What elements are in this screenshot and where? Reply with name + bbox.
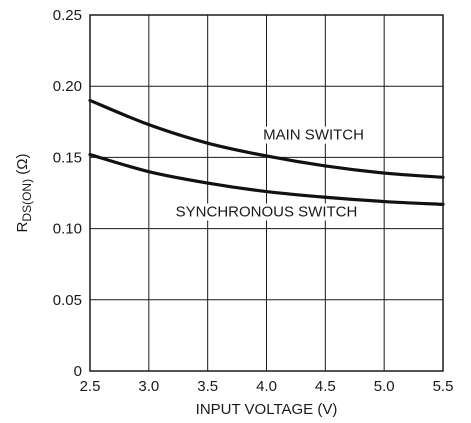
series-line-synchronous-switch — [88, 152, 445, 206]
x-tick-label: 5.5 — [433, 378, 454, 395]
y-tick-label: 0 — [74, 363, 82, 380]
x-tick-label: 4.5 — [315, 378, 336, 395]
y-tick-label: 0.15 — [53, 149, 82, 166]
series-line-main-switch — [88, 98, 445, 179]
x-axis-title: INPUT VOLTAGE (V) — [196, 401, 338, 418]
y-tick-label: 0.25 — [53, 7, 82, 24]
y-axis-title: RDS(ON) (Ω) — [14, 154, 34, 233]
series-label-main-switch: MAIN SWITCH — [263, 127, 364, 144]
y-tick-label: 0.20 — [53, 78, 82, 95]
y-tick-label: 0.05 — [53, 292, 82, 309]
y-axis-title-unit: (Ω) — [14, 154, 31, 179]
y-tick-label: 0.10 — [53, 221, 82, 238]
labels-layer: MAIN SWITCH SYNCHRONOUS SWITCH — [172, 126, 367, 221]
series-label-synchronous-switch: SYNCHRONOUS SWITCH — [176, 203, 358, 220]
x-tick-label: 2.5 — [80, 378, 101, 395]
grid — [90, 15, 443, 371]
series-label-backing — [260, 126, 367, 144]
y-tick-labels: 0 0.05 0.10 0.15 0.20 0.25 — [53, 7, 82, 380]
y-axis-title-subscript: DS(ON) — [20, 179, 34, 222]
x-tick-label: 3.5 — [197, 378, 218, 395]
series-label-backing — [172, 203, 361, 221]
x-tick-label: 4.0 — [256, 378, 277, 395]
x-tick-labels: 2.5 3.0 3.5 4.0 4.5 5.0 5.5 — [80, 378, 454, 395]
plot-frame — [89, 14, 444, 372]
x-tick-label: 5.0 — [374, 378, 395, 395]
y-axis-title-main: R — [14, 221, 31, 232]
series-layer — [88, 98, 445, 206]
x-tick-label: 3.0 — [138, 378, 159, 395]
